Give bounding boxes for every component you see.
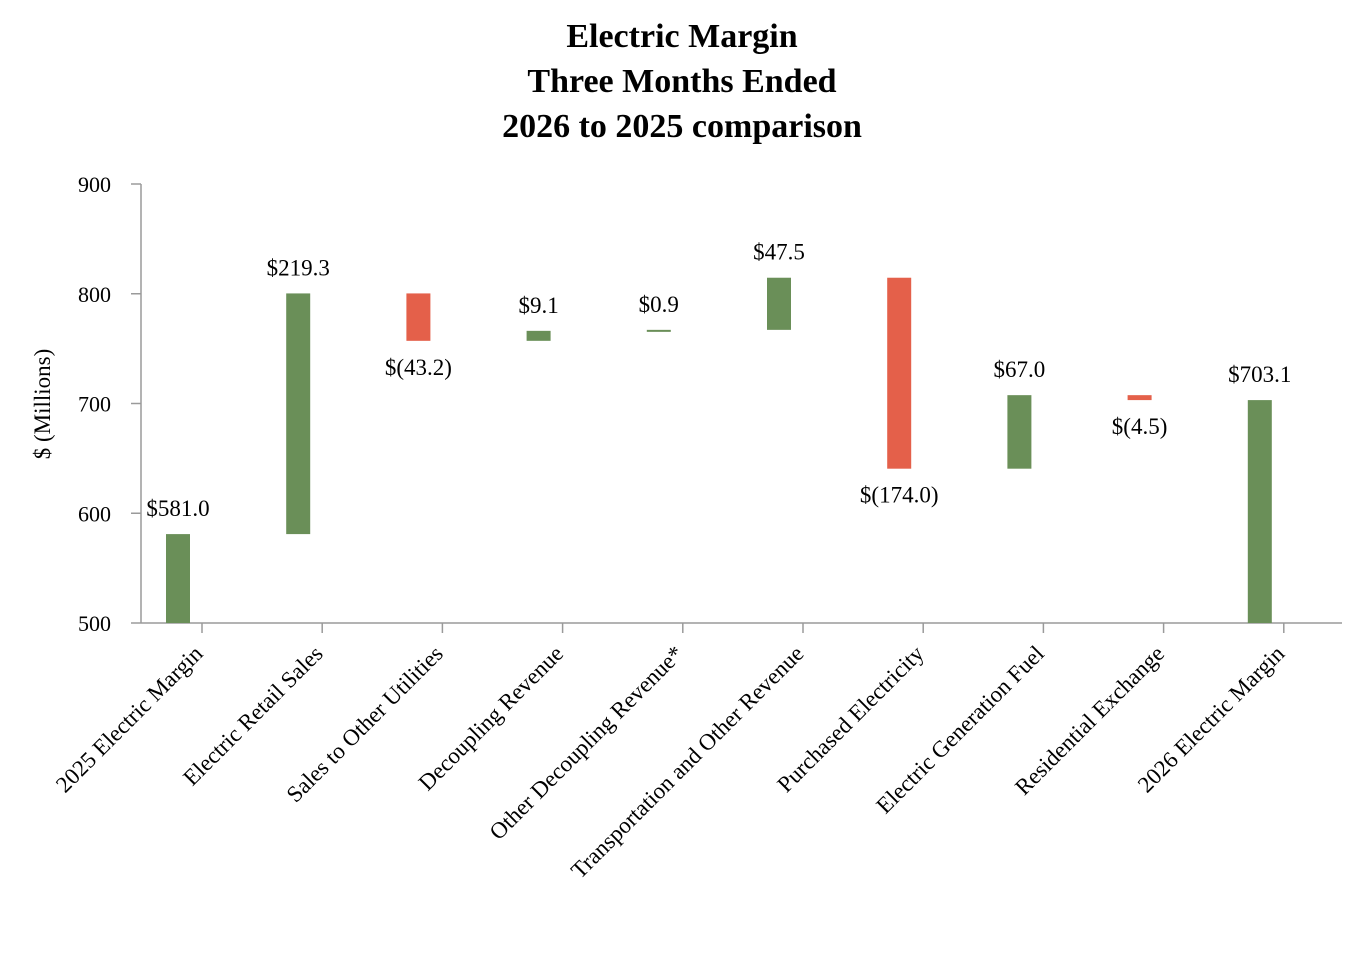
bar-7: [1007, 395, 1032, 469]
y-tick-label: 800: [78, 282, 111, 307]
data-label: $581.0: [146, 496, 209, 521]
bar-1: [286, 293, 311, 535]
bar-2: [406, 293, 431, 341]
data-label: $47.5: [753, 240, 805, 265]
data-label: $703.1: [1228, 362, 1291, 387]
bar-0: [166, 534, 190, 623]
y-tick-label: 600: [78, 501, 111, 526]
bar-6: [887, 277, 912, 469]
data-label: $67.0: [994, 357, 1046, 382]
data-label: $9.1: [518, 293, 558, 318]
data-labels: $581.0 $219.3 $(43.2) $9.1 $0.9 $47.5 $(174.0)…: [146, 240, 1291, 521]
y-axis-title: $ (Millions): [30, 349, 55, 460]
data-label: $0.9: [639, 292, 679, 317]
bar-8: [1127, 395, 1152, 401]
bars: [166, 277, 1272, 623]
data-label: $(4.5): [1112, 414, 1168, 439]
data-label: $(43.2): [385, 355, 452, 380]
bar-3: [526, 330, 551, 341]
bar-5: [767, 277, 791, 330]
chart-title-line-2: Three Months Ended: [527, 63, 837, 100]
chart-title-line-1: Electric Margin: [566, 18, 798, 55]
chart-title: Electric Margin Three Months Ended 2026 …: [0, 14, 1364, 149]
data-label: $219.3: [267, 255, 330, 280]
category-label: Other Decoupling Revenue*: [485, 641, 689, 845]
y-tick-label: 900: [78, 172, 111, 197]
chart-title-line-3: 2026 to 2025 comparison: [502, 108, 862, 145]
y-tick-label: 500: [78, 611, 111, 636]
y-tick-label: 700: [78, 392, 111, 417]
category-label: Transportation and Other Revenue: [566, 641, 808, 883]
bar-9: [1247, 400, 1272, 623]
bar-4: [646, 329, 671, 332]
y-axis: 500 600 700 800 900: [78, 172, 142, 636]
data-label: $(174.0): [860, 483, 939, 508]
